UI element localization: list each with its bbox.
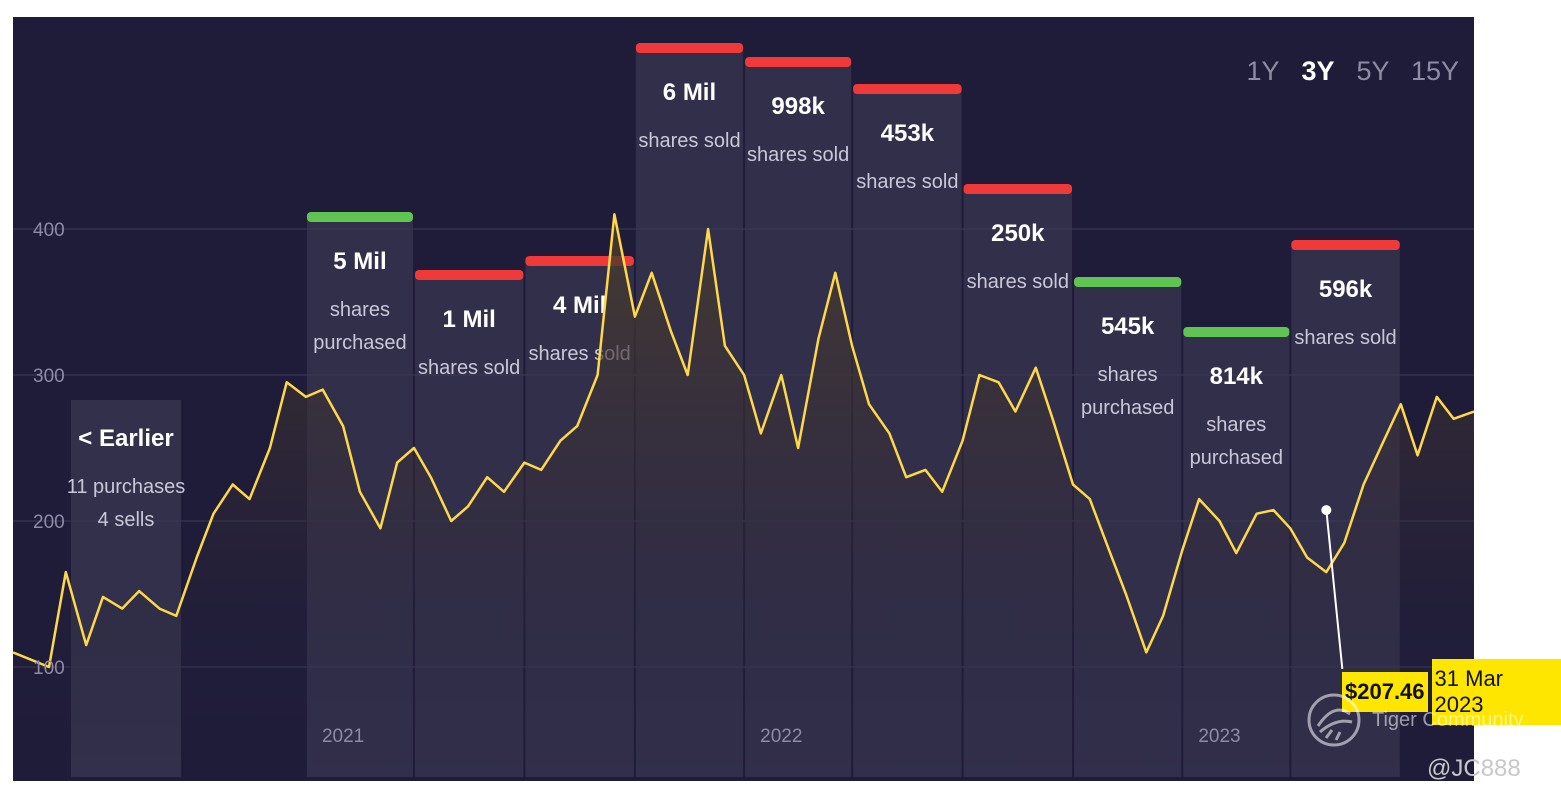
watermark-text: Tiger Community <box>1372 708 1524 731</box>
price-date: 31 Mar 2023 <box>1431 659 1561 725</box>
activity-amount: < Earlier <box>78 425 173 452</box>
activity-amount: 5 Mil <box>333 248 386 275</box>
activity-description: purchased <box>1081 397 1174 419</box>
price-area <box>13 214 1474 777</box>
activity-amount: 1 Mil <box>443 306 496 333</box>
sale-bar <box>853 84 962 94</box>
sale-bar <box>635 43 744 53</box>
y-tick-label: 100 <box>33 658 65 679</box>
sale-bar <box>1291 240 1400 250</box>
activity-amount: 814k <box>1210 363 1264 390</box>
price-series <box>13 213 1474 777</box>
sale-bar <box>745 57 852 67</box>
y-tick-label: 200 <box>33 512 65 533</box>
sale-bar <box>963 184 1073 194</box>
activity-description: shares <box>1206 414 1266 436</box>
activity-description: shares sold <box>747 144 849 166</box>
price-tooltip: $207.46 31 Mar 2023 <box>1342 659 1561 725</box>
activity-description: shares sold <box>418 357 520 379</box>
activity-description: 11 purchases <box>67 476 186 498</box>
activity-description: shares sold <box>856 171 958 193</box>
y-tick-label: 400 <box>33 220 65 241</box>
purchase-bar <box>306 212 413 222</box>
activity-description: shares sold <box>967 271 1069 293</box>
sale-bar <box>525 256 634 266</box>
y-axis-ticks: 100 200 300 400 <box>33 220 65 679</box>
purchase-bar <box>1074 277 1182 287</box>
activity-description: purchased <box>313 332 406 354</box>
activity-amount: 250k <box>991 220 1045 247</box>
author-tag: @JC888 <box>1427 755 1521 782</box>
chart-canvas: < Earlier 11 purchases 4 sells 5 Mil shares p… <box>13 43 1474 777</box>
current-marker <box>1321 505 1344 670</box>
period-5y[interactable]: 5Y <box>1356 56 1389 86</box>
activity-amount: 4 Mil <box>553 292 606 319</box>
activity-description: shares sold <box>638 130 740 152</box>
period-selector: 1Y 3Y 5Y 15Y <box>1246 56 1459 86</box>
marker-leader <box>1325 510 1344 670</box>
purchase-bar <box>1183 327 1290 337</box>
watermark: Tiger Community <box>1306 690 1556 750</box>
price-value: $207.46 <box>1342 672 1428 712</box>
tiger-community-logo-icon <box>1307 693 1361 747</box>
activity-description: shares <box>330 299 390 321</box>
marker-dot <box>1321 505 1332 516</box>
insider-chart: < Earlier 11 purchases 4 sells 5 Mil shares p… <box>13 17 1474 781</box>
activity-description: shares <box>1098 364 1158 386</box>
activity-description: 4 sells <box>98 509 155 531</box>
activity-amount: 596k <box>1319 276 1373 303</box>
activity-amount: 545k <box>1101 313 1155 340</box>
period-1y[interactable]: 1Y <box>1246 56 1279 86</box>
x-tick-label: 2022 <box>760 726 802 747</box>
period-3y[interactable]: 3Y <box>1301 56 1334 86</box>
x-axis-ticks: 2021 2022 2023 <box>322 726 1241 747</box>
y-tick-label: 300 <box>33 366 65 387</box>
activity-amount: 453k <box>881 120 935 147</box>
x-tick-label: 2021 <box>322 726 364 747</box>
activity-description: shares sold <box>1294 327 1396 349</box>
period-15y[interactable]: 15Y <box>1411 56 1459 86</box>
price-line <box>13 213 1474 669</box>
sale-bar <box>414 270 524 280</box>
activity-description: purchased <box>1190 447 1283 469</box>
activity-amount: 6 Mil <box>663 79 716 106</box>
x-tick-label: 2023 <box>1198 726 1240 747</box>
activity-amount: 998k <box>771 93 825 120</box>
